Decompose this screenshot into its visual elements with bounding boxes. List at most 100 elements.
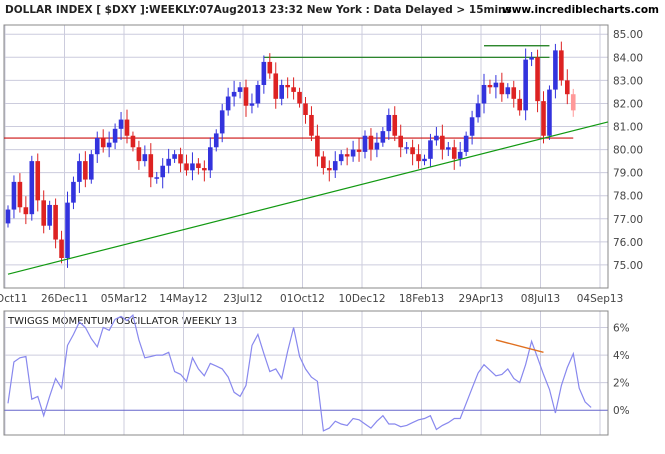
candle-body [106, 142, 112, 148]
candle-body [517, 98, 522, 111]
rising-trendline [7, 121, 609, 275]
candle-body [547, 89, 552, 136]
candle-body [338, 154, 344, 162]
candle-body [428, 140, 433, 159]
candle-body [386, 114, 392, 132]
momentum-oscillator-line [7, 313, 592, 432]
date-tick-label: 08Jul13 [521, 293, 560, 305]
candle-body [243, 87, 249, 106]
candle-body [303, 103, 308, 115]
candle-body [11, 181, 17, 210]
candle-body [327, 168, 332, 171]
candle-body [255, 84, 261, 104]
candle-body [172, 154, 177, 159]
candle-body [142, 154, 148, 162]
candle-body [112, 128, 118, 143]
date-tick-label: 23Jul12 [223, 293, 262, 305]
price-panel-frame [3, 24, 609, 289]
candle-body [350, 149, 356, 157]
date-tick-label: 14May12 [159, 293, 207, 305]
date-axis-labels: 17Oct11 26Dec11 05Mar12 14May12 23Jul12 01Oct… [0, 293, 623, 305]
candle-body [100, 138, 106, 148]
candle-body [559, 50, 564, 81]
price-candles [5, 41, 576, 268]
date-tick-label: 29Apr13 [459, 293, 504, 305]
candle-body [35, 161, 41, 201]
candle-body [178, 154, 183, 164]
candle-body [565, 80, 570, 95]
price-tick-label: 79.00 [613, 168, 643, 180]
divergence-line [495, 339, 544, 354]
price-axis-labels: 75.00 76.00 77.00 78.00 79.00 80.00 81.00 82.00… [613, 29, 643, 272]
candle-body [440, 135, 445, 150]
candle-body [89, 154, 94, 180]
candle-body [47, 204, 52, 226]
candle-body [231, 91, 237, 97]
candle-body [94, 138, 100, 155]
candle-body [523, 59, 528, 111]
candle-body [475, 103, 481, 118]
candle-body [332, 161, 338, 171]
chart-title: DOLLAR INDEX [ $DXY ]:WEEKLY:07Aug2013 2… [5, 4, 512, 16]
candle-body [65, 202, 70, 259]
indicator-axis-labels: 6% 4% 2% 0% [613, 323, 630, 418]
price-tick-label: 83.00 [613, 75, 643, 87]
candle-body [5, 209, 11, 224]
candle-body [83, 161, 88, 180]
candle-body [273, 73, 279, 99]
candle-body [404, 147, 409, 149]
candle-body [463, 135, 469, 152]
candle-body [225, 96, 231, 111]
candle-body [362, 135, 368, 152]
candle-body [451, 147, 457, 159]
date-tick-label: 10Dec12 [338, 293, 385, 305]
candle-body [535, 57, 540, 102]
candle-body [469, 117, 475, 136]
candle-body [285, 84, 290, 88]
candle-body [410, 147, 415, 155]
candle-body [261, 61, 267, 85]
candle-body [154, 177, 160, 179]
candle-body [511, 87, 517, 99]
candle-body [237, 87, 243, 92]
price-tick-label: 85.00 [613, 29, 643, 41]
candle-body [71, 181, 76, 203]
price-tick-label: 78.00 [613, 191, 643, 203]
candle-body [124, 119, 130, 136]
price-tick-label: 81.00 [613, 122, 643, 134]
candle-body [297, 91, 302, 104]
date-tick-label: 18Feb13 [399, 293, 444, 305]
candle-body [493, 82, 499, 88]
price-tick-label: 77.00 [613, 214, 643, 226]
date-tick-label: 04Sep13 [577, 293, 624, 305]
indicator-title: TWIGGS MOMENTUM OSCILLATOR WEEKLY 13 [7, 316, 237, 327]
candle-body [184, 163, 189, 171]
candle-body [53, 204, 58, 240]
website-label[interactable]: www.incrediblecharts.com [502, 4, 659, 16]
indicator-panel-frame [3, 310, 609, 436]
price-tick-label: 84.00 [613, 52, 643, 64]
candle-body [374, 142, 380, 150]
candle-body [279, 84, 284, 99]
candle-body [29, 161, 35, 215]
candle-body [505, 87, 511, 95]
candle-body [392, 114, 398, 136]
price-tick-label: 76.00 [613, 237, 643, 249]
indicator-tick-label: 2% [613, 378, 630, 390]
price-tick-label: 75.00 [613, 260, 643, 272]
candle-body [118, 119, 124, 129]
candle-body [219, 110, 225, 134]
candle-body [499, 82, 505, 95]
indicator-lines [7, 313, 592, 432]
candle-body [166, 158, 171, 166]
candle-body [130, 135, 136, 148]
indicator-tick-label: 6% [613, 323, 630, 335]
candle-body [267, 61, 273, 74]
candle-body [136, 147, 142, 162]
candle-body [570, 94, 576, 111]
candle-body [213, 133, 219, 148]
candle-body [416, 154, 421, 162]
candle-body [553, 50, 558, 90]
